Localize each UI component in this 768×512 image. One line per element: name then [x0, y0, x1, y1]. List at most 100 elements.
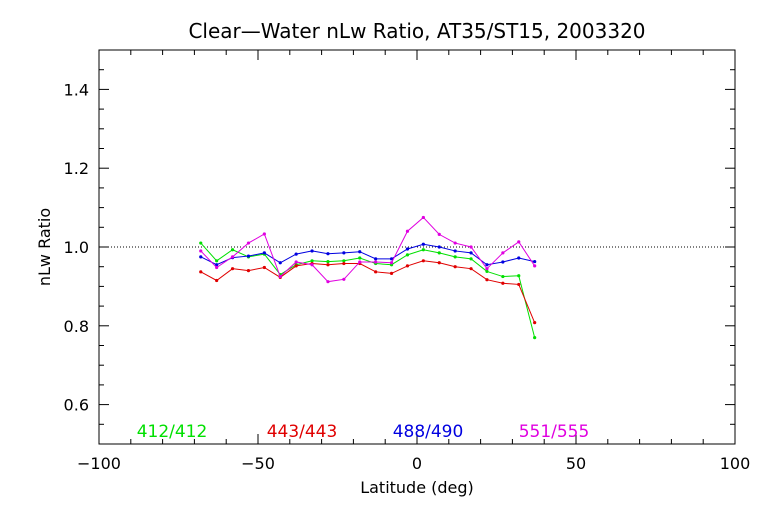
- data-point: [310, 249, 314, 253]
- data-point: [469, 267, 473, 271]
- data-point: [437, 232, 441, 236]
- data-point: [358, 256, 362, 260]
- data-point: [389, 257, 394, 261]
- data-point: [294, 260, 298, 264]
- data-point: [421, 259, 425, 263]
- legend-entry: 488/490: [393, 422, 464, 442]
- data-point: [501, 281, 505, 285]
- data-point: [246, 254, 251, 258]
- data-point: [230, 255, 235, 259]
- data-point: [389, 261, 394, 265]
- data-point: [469, 251, 473, 255]
- data-point: [262, 251, 266, 255]
- data-point: [199, 249, 203, 253]
- data-point: [533, 259, 537, 264]
- data-point: [421, 242, 425, 246]
- data-point: [342, 261, 346, 266]
- x-axis-label: Latitude (deg): [360, 478, 474, 497]
- data-point: [342, 259, 346, 263]
- data-point: [469, 245, 473, 249]
- data-point: [278, 261, 282, 265]
- data-point: [358, 250, 362, 254]
- series-line: [200, 216, 536, 283]
- y-tick-label: 0.8: [64, 317, 89, 336]
- data-point: [230, 248, 235, 252]
- y-tick-label: 1.2: [64, 159, 89, 178]
- y-axis-label: nLw Ratio: [35, 208, 54, 286]
- data-point: [326, 280, 330, 284]
- data-point: [215, 259, 219, 263]
- data-point: [278, 274, 282, 279]
- data-point: [326, 263, 330, 267]
- data-point: [517, 240, 521, 244]
- data-point: [215, 265, 219, 270]
- data-point: [310, 259, 314, 263]
- data-point: [533, 336, 537, 340]
- data-point: [533, 264, 537, 268]
- data-point: [517, 282, 521, 287]
- data-point: [358, 260, 362, 264]
- legend-entry: 412/412: [137, 422, 208, 442]
- data-point: [342, 277, 346, 281]
- data-point: [405, 229, 410, 233]
- data-point: [326, 252, 330, 256]
- data-point: [262, 265, 266, 270]
- chart-title: Clear—Water nLw Ratio, AT35/ST15, 200332…: [188, 19, 645, 43]
- data-point: [326, 259, 330, 264]
- x-tick-label: 0: [412, 454, 422, 473]
- data-point: [294, 252, 298, 256]
- data-point: [405, 264, 410, 268]
- data-point: [453, 255, 457, 259]
- data-point: [215, 263, 219, 267]
- data-point: [374, 257, 378, 261]
- data-point: [501, 251, 505, 255]
- x-tick-label: −50: [241, 454, 275, 473]
- data-point: [199, 270, 203, 274]
- data-point: [485, 278, 489, 282]
- x-tick-label: 100: [720, 454, 751, 473]
- data-point: [501, 274, 505, 279]
- y-tick-label: 1.0: [64, 238, 89, 257]
- data-point: [389, 271, 394, 275]
- data-point: [421, 248, 425, 252]
- data-point: [485, 267, 489, 271]
- data-point: [485, 269, 489, 274]
- data-point: [405, 247, 410, 251]
- data-point: [453, 265, 457, 269]
- data-point: [374, 270, 378, 274]
- legend: 412/412 443/443 488/490 551/555: [137, 422, 590, 442]
- data-point: [437, 251, 441, 255]
- x-tick-label: 50: [566, 454, 586, 473]
- data-point: [215, 278, 219, 283]
- data-point: [199, 241, 203, 245]
- tick-labels: −100 −50 0 50 100 0.6 0.8 1.0 1.2 1.4: [64, 80, 751, 473]
- data-point: [453, 241, 457, 245]
- data-point: [310, 263, 314, 267]
- data-point: [501, 260, 505, 264]
- data-point: [230, 267, 235, 271]
- series-line: [200, 243, 535, 266]
- data-point: [517, 256, 521, 260]
- data-point: [453, 249, 457, 253]
- data-point: [374, 260, 378, 264]
- data-point: [485, 263, 489, 267]
- x-tick-label: −100: [77, 454, 121, 473]
- data-point: [342, 251, 346, 255]
- data-point: [533, 321, 537, 325]
- data-point: [246, 241, 251, 245]
- data-point: [469, 257, 473, 261]
- data-point: [517, 274, 521, 278]
- series-group: [199, 215, 537, 340]
- data-point: [294, 264, 298, 268]
- y-tick-label: 0.6: [64, 396, 89, 415]
- data-point: [421, 215, 425, 220]
- axis-ticks: [98, 49, 736, 445]
- data-point: [199, 255, 203, 259]
- data-point: [437, 261, 441, 265]
- legend-entry: 443/443: [267, 422, 338, 442]
- legend-entry: 551/555: [519, 422, 590, 442]
- data-point: [262, 232, 266, 236]
- series-line: [200, 242, 536, 338]
- data-point: [405, 253, 410, 257]
